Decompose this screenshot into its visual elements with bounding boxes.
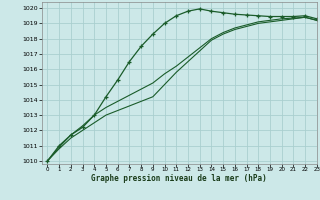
X-axis label: Graphe pression niveau de la mer (hPa): Graphe pression niveau de la mer (hPa) <box>91 174 267 183</box>
